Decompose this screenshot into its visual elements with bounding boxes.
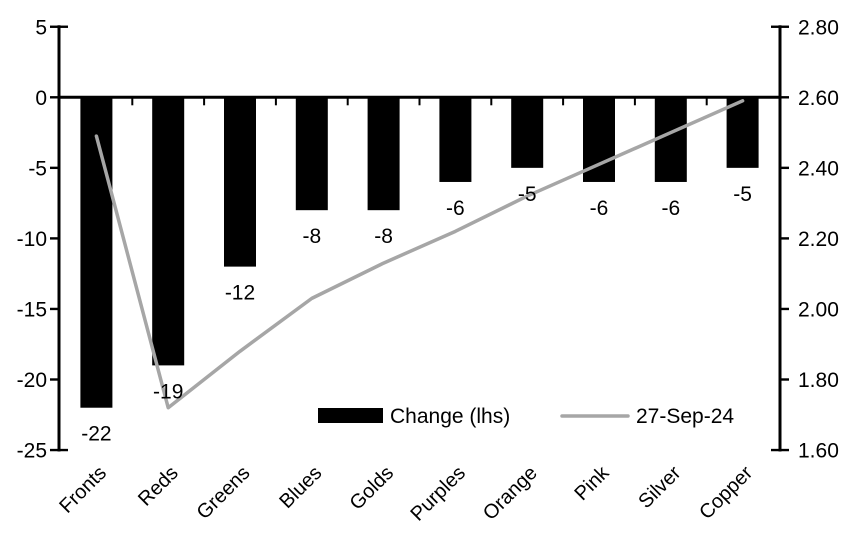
bar-data-label-orange: -5 bbox=[518, 183, 537, 206]
legend-label-change-lhs: Change (lhs) bbox=[390, 405, 510, 428]
bar-fronts bbox=[80, 97, 113, 408]
left-axis-tick-label: -15 bbox=[17, 298, 47, 321]
right-axis-tick-label: 2.80 bbox=[798, 16, 839, 39]
legend: Change (lhs) 27-Sep-24 bbox=[318, 405, 734, 428]
bar-data-label-copper: -5 bbox=[733, 183, 752, 206]
right-axis: 2.80 2.60 2.40 2.20 2.00 1.80 1.60 bbox=[771, 16, 839, 463]
left-axis-tick-label: -10 bbox=[17, 228, 47, 251]
category-label-purples: Purples bbox=[406, 462, 470, 526]
line-series-27-sep-24 bbox=[94, 99, 745, 410]
bar-greens bbox=[224, 97, 256, 267]
bar-purples bbox=[439, 97, 472, 182]
left-axis-tick-label: -25 bbox=[17, 440, 47, 463]
left-axis-tick-label: 5 bbox=[35, 16, 47, 39]
right-axis-tick-label: 2.00 bbox=[798, 298, 839, 321]
left-axis: 5 0 -5 -10 -15 -20 -25 bbox=[17, 16, 68, 463]
left-axis-tick-label: -20 bbox=[17, 369, 47, 392]
bar-golds bbox=[367, 97, 400, 211]
category-label-fronts: Fronts bbox=[55, 462, 111, 518]
bar-data-label-silver: -6 bbox=[661, 197, 680, 220]
bar-silver bbox=[654, 97, 687, 182]
bars-series-group bbox=[80, 97, 759, 408]
bar-orange bbox=[511, 97, 544, 168]
category-label-silver: Silver bbox=[634, 462, 685, 513]
bar-data-label-greens: -12 bbox=[225, 282, 255, 305]
bar-data-labels: -22 -19 -12 -8 -8 -6 -5 -6 -6 -5 bbox=[81, 183, 752, 446]
right-axis-tick-label: 2.40 bbox=[798, 157, 839, 180]
category-label-reds: Reds bbox=[134, 462, 183, 511]
bar-reds bbox=[152, 97, 185, 366]
legend-bar-swatch bbox=[318, 408, 383, 423]
category-axis-labels: Fronts Reds Greens Blues Golds Purples Orange P… bbox=[55, 461, 757, 525]
category-label-copper: Copper bbox=[695, 462, 757, 524]
bar-data-label-reds: -19 bbox=[153, 380, 183, 403]
right-axis-tick-label: 1.60 bbox=[798, 440, 839, 463]
left-axis-tick-label: -5 bbox=[28, 157, 47, 180]
bar-data-label-golds: -8 bbox=[374, 225, 393, 248]
legend-label-27-sep-24: 27-Sep-24 bbox=[636, 405, 734, 428]
category-label-pink: Pink bbox=[570, 461, 614, 505]
bar-data-label-blues: -8 bbox=[302, 225, 321, 248]
category-label-golds: Golds bbox=[346, 462, 399, 515]
category-label-blues: Blues bbox=[275, 462, 326, 513]
bar-data-label-pink: -6 bbox=[590, 197, 609, 220]
right-axis-tick-label: 2.60 bbox=[798, 87, 839, 110]
line-series-group bbox=[94, 99, 745, 410]
bar-blues bbox=[295, 97, 328, 211]
right-axis-tick-label: 2.20 bbox=[798, 228, 839, 251]
bar-data-label-fronts: -22 bbox=[81, 423, 111, 446]
category-label-orange: Orange bbox=[479, 462, 542, 525]
x-axis bbox=[57, 95, 782, 106]
left-axis-tick-label: 0 bbox=[35, 87, 47, 110]
category-label-greens: Greens bbox=[193, 462, 255, 524]
right-axis-tick-label: 1.80 bbox=[798, 369, 839, 392]
bar-copper bbox=[726, 97, 759, 168]
bar-data-label-purples: -6 bbox=[446, 197, 465, 220]
